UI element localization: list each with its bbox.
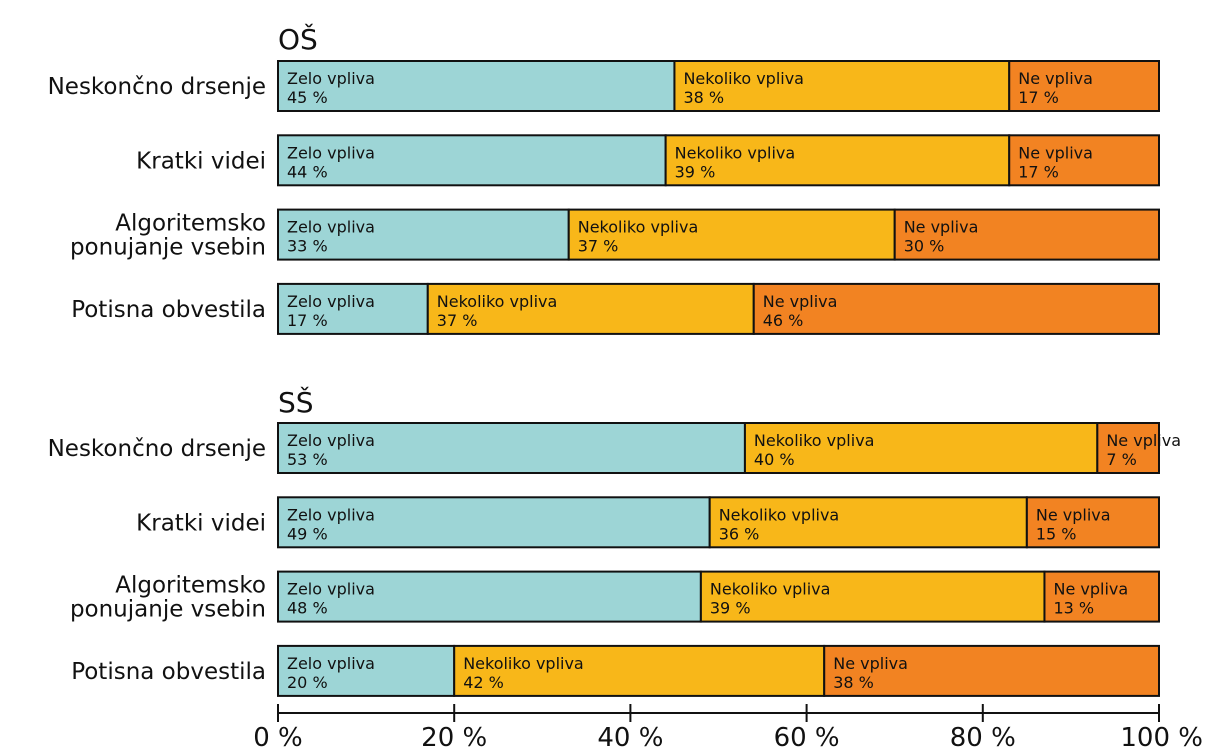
bar-segment <box>752 282 1160 335</box>
segment-value-label: 39 % <box>710 599 751 618</box>
segment-value-label: 45 % <box>287 88 328 107</box>
bar-segment <box>1043 570 1160 623</box>
segment-name-label: Ne vpliva <box>1106 431 1181 450</box>
segment-value-label: 37 % <box>578 237 619 256</box>
bar-segment <box>893 208 1160 261</box>
segment-name-label: Nekoliko vpliva <box>675 143 796 162</box>
category-label: Neskončno drsenje <box>48 436 266 462</box>
bar-segment <box>277 644 456 697</box>
segment-name-label: Ne vpliva <box>904 218 979 237</box>
segment-value-label: 17 % <box>287 311 328 330</box>
segment-value-label: 20 % <box>287 673 328 692</box>
x-tick-label: 20 % <box>421 723 487 752</box>
category-label: Algoritemsko <box>115 573 266 599</box>
x-tick-label: 60 % <box>774 723 840 752</box>
category-label: Kratki videi <box>136 148 266 174</box>
segment-name-label: Ne vpliva <box>1018 143 1093 162</box>
segment-name-label: Zelo vpliva <box>287 505 375 524</box>
segment-value-label: 7 % <box>1106 450 1136 469</box>
segment-name-label: Ne vpliva <box>1018 69 1093 88</box>
x-tick-label: 100 % <box>1120 723 1203 752</box>
segment-value-label: 39 % <box>675 162 716 181</box>
segment-name-label: Ne vpliva <box>1036 505 1111 524</box>
bar-segment <box>1096 422 1160 474</box>
segment-name-label: Zelo vpliva <box>287 292 375 311</box>
segment-value-label: 15 % <box>1036 524 1077 543</box>
segment-value-label: 44 % <box>287 162 328 181</box>
category-label: Algoritemsko <box>115 211 266 237</box>
bar-segment <box>708 496 1028 549</box>
segment-name-label: Nekoliko vpliva <box>683 69 804 88</box>
bar-segment <box>277 282 429 335</box>
segment-value-label: 37 % <box>437 311 478 330</box>
category-label: ponujanje vsebin <box>70 597 266 623</box>
bar-segment <box>277 60 676 112</box>
segment-name-label: Ne vpliva <box>763 292 838 311</box>
bar-segment <box>277 570 702 623</box>
bar-segment <box>1008 60 1160 112</box>
segment-name-label: Zelo vpliva <box>287 218 375 237</box>
segment-value-label: 36 % <box>719 524 760 543</box>
segment-name-label: Zelo vpliva <box>287 580 375 599</box>
bar-segment <box>699 570 1046 623</box>
bar-segment <box>823 644 1160 697</box>
segment-name-label: Zelo vpliva <box>287 654 375 673</box>
x-tick-label: 80 % <box>950 723 1016 752</box>
segment-name-label: Nekoliko vpliva <box>710 580 831 599</box>
group-title: SŠ <box>278 385 314 419</box>
bar-segment <box>1025 496 1160 549</box>
segment-value-label: 17 % <box>1018 88 1059 107</box>
segment-value-label: 30 % <box>904 237 945 256</box>
category-label: Potisna obvestila <box>71 659 266 685</box>
segment-value-label: 49 % <box>287 524 328 543</box>
segment-value-label: 33 % <box>287 237 328 256</box>
segment-value-label: 48 % <box>287 599 328 618</box>
segment-value-label: 38 % <box>683 88 724 107</box>
segment-value-label: 53 % <box>287 450 328 469</box>
category-label: Kratki videi <box>136 510 266 536</box>
category-label: Neskončno drsenje <box>48 74 266 100</box>
bar-segment <box>567 208 896 261</box>
x-tick-label: 40 % <box>597 723 663 752</box>
segment-name-label: Ne vpliva <box>833 654 908 673</box>
segment-name-label: Nekoliko vpliva <box>578 218 699 237</box>
category-label: ponujanje vsebin <box>70 235 266 261</box>
segment-name-label: Nekoliko vpliva <box>719 505 840 524</box>
bar-segment <box>743 422 1099 474</box>
bar-segment <box>664 134 1011 187</box>
segment-value-label: 38 % <box>833 673 874 692</box>
x-tick-label: 0 % <box>253 723 303 752</box>
bar-segment <box>277 208 570 261</box>
bar-segment <box>453 644 826 697</box>
segment-name-label: Ne vpliva <box>1053 580 1128 599</box>
segment-name-label: Nekoliko vpliva <box>754 431 875 450</box>
segment-name-label: Nekoliko vpliva <box>437 292 558 311</box>
segment-name-label: Zelo vpliva <box>287 431 375 450</box>
category-label: Potisna obvestila <box>71 297 266 323</box>
segment-value-label: 46 % <box>763 311 804 330</box>
bar-segment <box>1008 134 1160 187</box>
group-title: OŠ <box>278 22 318 56</box>
bar-segment <box>673 60 1011 112</box>
segment-value-label: 13 % <box>1053 599 1094 618</box>
segment-name-label: Nekoliko vpliva <box>463 654 584 673</box>
bar-segment <box>277 422 746 474</box>
segment-value-label: 40 % <box>754 450 795 469</box>
segment-name-label: Zelo vpliva <box>287 69 375 88</box>
bar-segment <box>277 496 711 549</box>
segment-value-label: 17 % <box>1018 162 1059 181</box>
segment-value-label: 42 % <box>463 673 504 692</box>
segment-name-label: Zelo vpliva <box>287 143 375 162</box>
